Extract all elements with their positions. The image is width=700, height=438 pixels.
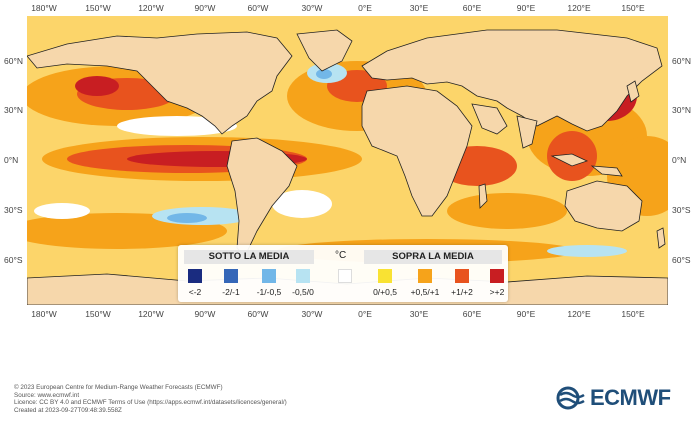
lon-label-top: 30°W <box>301 3 323 13</box>
lon-label-top: 120°W <box>138 3 164 13</box>
legend-swatch <box>490 269 504 283</box>
lon-label-top: 30°E <box>409 3 429 13</box>
legend-bin-label: <-2 <box>188 287 202 297</box>
legend-swatch <box>224 269 238 283</box>
legend-swatch <box>378 269 392 283</box>
lon-label-bottom: 180°W <box>31 309 57 319</box>
lon-label-top: 180°W <box>31 3 57 13</box>
lon-label-bottom: 30°W <box>301 309 323 319</box>
lat-label-left: 0°N <box>4 155 19 165</box>
legend-swatch <box>188 269 202 283</box>
map-canvas <box>27 16 668 305</box>
lat-label-right: 0°N <box>672 155 687 165</box>
ecmwf-logo-icon <box>556 386 585 410</box>
ecmwf-logo: ECMWF <box>556 385 671 411</box>
lat-label-left: 30°S <box>4 205 23 215</box>
lat-label-right: 60°S <box>672 255 691 265</box>
legend-bin-label: +0,5/+1 <box>410 287 440 297</box>
legend-swatch <box>418 269 432 283</box>
lon-label-bottom: 60°E <box>462 309 482 319</box>
source-line: Source: www.ecmwf.int <box>14 391 80 399</box>
lon-label-bottom: 90°E <box>516 309 536 319</box>
licence-line: Licence: CC BY 4.0 and ECMWF Terms of Us… <box>14 399 287 407</box>
legend-swatch <box>455 269 469 283</box>
lon-label-bottom: 120°E <box>567 309 591 319</box>
ecmwf-logo-text: ECMWF <box>590 385 671 410</box>
cool-patches <box>34 63 627 257</box>
footer-credits: © 2023 European Centre for Medium-Range … <box>14 384 287 414</box>
unit-label: °C <box>335 250 347 261</box>
legend-swatch <box>296 269 310 283</box>
lon-label-bottom: 0°E <box>358 309 372 319</box>
legend-swatch <box>338 269 352 283</box>
lon-label-bottom: 150°W <box>85 309 111 319</box>
lat-label-left: 30°N <box>4 105 23 115</box>
lat-label-right: 30°N <box>672 105 691 115</box>
lon-label-top: 90°E <box>516 3 536 13</box>
lon-label-bottom: 150°E <box>621 309 645 319</box>
lon-label-bottom: 90°W <box>194 309 216 319</box>
legend-swatch <box>262 269 276 283</box>
color-legend: SOTTO LA MEDIA °C SOPRA LA MEDIA <-2 -2/… <box>178 245 508 302</box>
lat-label-left: 60°N <box>4 56 23 66</box>
lon-label-top: 150°W <box>85 3 111 13</box>
copyright-line: © 2023 European Centre for Medium-Range … <box>14 384 223 391</box>
land-masses <box>27 29 668 305</box>
legend-bin-label: >+2 <box>489 287 505 297</box>
lon-label-top: 90°W <box>194 3 216 13</box>
above-average-title: SOPRA LA MEDIA <box>364 250 502 264</box>
lon-label-bottom: 60°W <box>247 309 269 319</box>
created-line: Created at 2023-09-27T09:48:39.558Z <box>14 406 122 414</box>
legend-bin-label: 0/+0,5 <box>373 287 397 297</box>
lon-label-bottom: 30°E <box>409 309 429 319</box>
lon-label-bottom: 120°W <box>138 309 164 319</box>
lat-label-left: 60°S <box>4 255 23 265</box>
lon-label-top: 60°W <box>247 3 269 13</box>
below-average-title: SOTTO LA MEDIA <box>184 250 314 264</box>
lat-label-right: 60°N <box>672 56 691 66</box>
legend-bin-label: -1/-0,5 <box>256 287 282 297</box>
lon-label-top: 0°E <box>358 3 372 13</box>
lon-label-top: 60°E <box>462 3 482 13</box>
legend-bin-label: -2/-1 <box>222 287 240 297</box>
lon-label-top: 150°E <box>621 3 645 13</box>
legend-bin-label: -0,5/0 <box>292 287 314 297</box>
lon-label-top: 120°E <box>567 3 591 13</box>
lat-label-right: 30°S <box>672 205 691 215</box>
legend-bin-label: +1/+2 <box>451 287 473 297</box>
anomaly-map: 180°W 150°W 120°W 90°W 60°W 30°W 0°E 30°… <box>27 3 668 319</box>
